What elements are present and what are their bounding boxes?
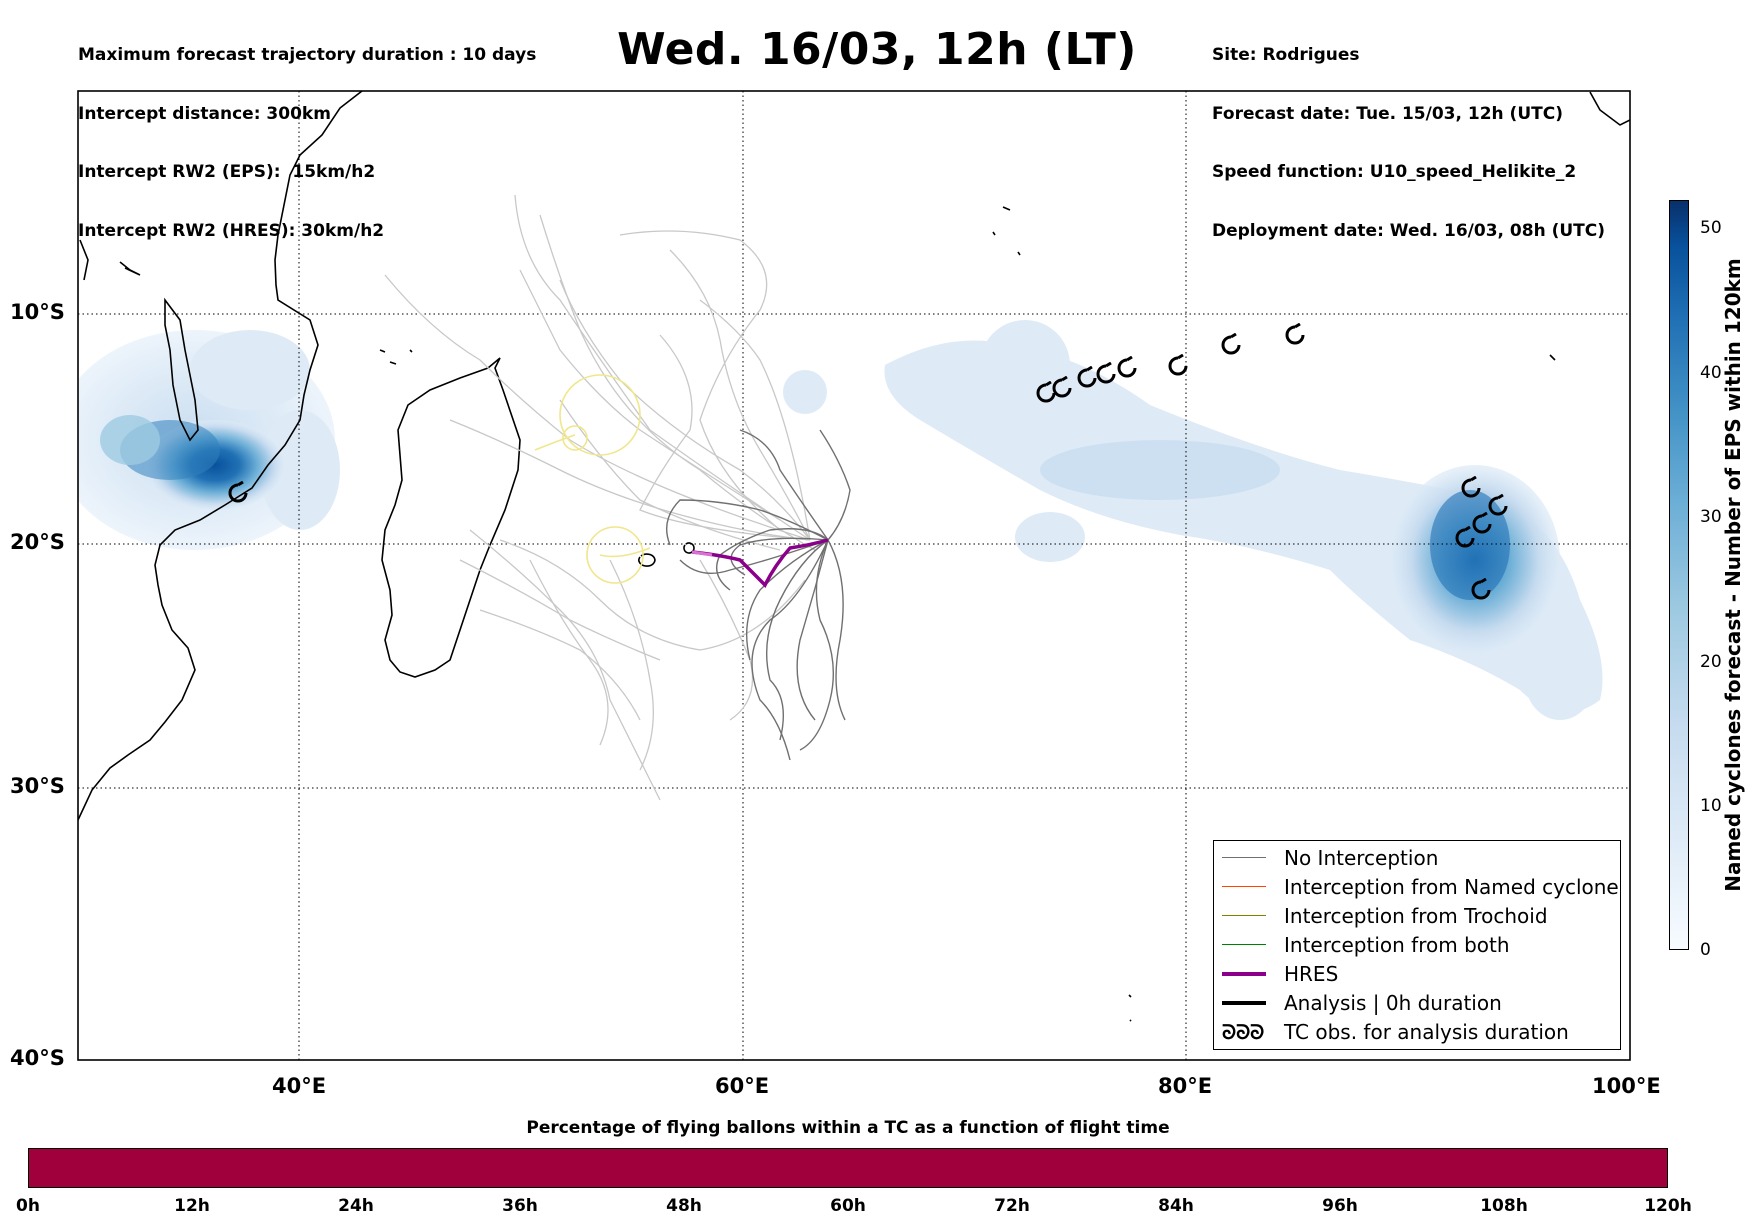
- lat-tick-30s: 30°S: [10, 774, 65, 798]
- pct-tick-48h: 48h: [666, 1196, 702, 1216]
- pct-tick-36h: 36h: [502, 1196, 538, 1216]
- lat-tick-20s: 20°S: [10, 530, 65, 554]
- pct-tick-120h: 120h: [1644, 1196, 1692, 1216]
- trajectory-duration-text: Maximum forecast trajectory duration : 1…: [78, 45, 537, 65]
- pct-tick-60h: 60h: [830, 1196, 866, 1216]
- forecast-date-text: Forecast date: Tue. 15/03, 12h (UTC): [1212, 103, 1563, 124]
- colorbar-tick-40: 40: [1700, 363, 1722, 383]
- legend-label-named-cyclone: Interception from Named cyclone: [1284, 874, 1619, 899]
- legend-item-hres: HRES: [1222, 959, 1338, 988]
- lon-tick-100e: 100°E: [1592, 1074, 1661, 1098]
- pct-tick-24h: 24h: [338, 1196, 374, 1216]
- legend-swatch-trochoid: [1222, 915, 1266, 916]
- page-title: Wed. 16/03, 12h (LT): [617, 24, 1137, 75]
- pct-tick-72h: 72h: [994, 1196, 1030, 1216]
- hres-trajectory-tail: [691, 550, 713, 557]
- colorbar: [1669, 200, 1689, 950]
- trochoid-circles: [534, 374, 651, 584]
- legend-swatch-hres: [1222, 971, 1266, 976]
- eps-density-east: [783, 320, 1603, 720]
- colorbar-tick-50: 50: [1700, 218, 1722, 238]
- eps-density-west: [78, 330, 340, 550]
- legend-swatch-both: [1222, 944, 1266, 945]
- legend-label-both: Interception from both: [1284, 932, 1510, 957]
- legend-label-analysis: Analysis | 0h duration: [1284, 990, 1502, 1015]
- no-interception-trajectories: [666, 429, 851, 761]
- legend-label-hres: HRES: [1284, 961, 1339, 986]
- colorbar-tick-0: 0: [1700, 940, 1711, 960]
- legend-label-no-interception: No Interception: [1284, 845, 1439, 870]
- lon-tick-40e: 40°E: [272, 1074, 327, 1098]
- percentage-bar: [28, 1148, 1668, 1188]
- legend-item-named-cyclone: Interception from Named cyclone: [1222, 872, 1619, 901]
- lat-tick-40s: 40°S: [10, 1046, 65, 1070]
- legend-item-no-interception: No Interception: [1222, 843, 1438, 872]
- legend-item-both: Interception from both: [1222, 930, 1510, 959]
- colorbar-title: Named cyclones forecast - Number of EPS …: [1721, 258, 1745, 892]
- colorbar-tick-10: 10: [1700, 796, 1722, 816]
- legend-swatch-analysis: [1222, 1000, 1266, 1005]
- pct-tick-84h: 84h: [1158, 1196, 1194, 1216]
- colorbar-tick-30: 30: [1700, 507, 1722, 527]
- map-legend: No Interception Interception from Named …: [1213, 840, 1621, 1050]
- intercept-rw2-hres-text: Intercept RW2 (HRES): 30km/h2: [78, 220, 385, 241]
- speed-function-text: Speed function: U10_speed_Helikite_2: [1212, 162, 1577, 182]
- cyclone-forecast-tracks: [384, 194, 816, 801]
- legend-swatch-named-cyclone: [1222, 886, 1266, 887]
- legend-item-tc-obs: ᘐᘐᘐ TC obs. for analysis duration: [1222, 1017, 1569, 1046]
- pct-tick-108h: 108h: [1480, 1196, 1528, 1216]
- coastlines: [78, 91, 1630, 1022]
- pct-tick-12h: 12h: [174, 1196, 210, 1216]
- colorbar-tick-20: 20: [1700, 652, 1722, 672]
- legend-label-trochoid: Interception from Trochoid: [1284, 903, 1548, 928]
- lon-tick-60e: 60°E: [715, 1074, 770, 1098]
- pct-tick-96h: 96h: [1322, 1196, 1358, 1216]
- deployment-date-text: Deployment date: Wed. 16/03, 08h (UTC): [1212, 220, 1606, 241]
- map-frame: [77, 90, 1631, 1061]
- intercept-rw2-eps-text: Intercept RW2 (EPS): 15km/h2: [78, 162, 376, 182]
- hres-trajectory: [691, 538, 829, 588]
- legend-label-tc-obs: TC obs. for analysis duration: [1284, 1019, 1569, 1044]
- percentage-bar-title: Percentage of flying ballons within a TC…: [526, 1118, 1170, 1138]
- legend-item-analysis: Analysis | 0h duration: [1222, 988, 1502, 1017]
- pct-tick-0h: 0h: [16, 1196, 40, 1216]
- legend-swatch-no-interception: [1222, 857, 1266, 858]
- lat-tick-10s: 10°S: [10, 300, 65, 324]
- legend-item-trochoid: Interception from Trochoid: [1222, 901, 1548, 930]
- tc-symbol-icon: ᘐᘐᘐ: [1222, 1019, 1265, 1044]
- site-text: Site: Rodrigues: [1212, 45, 1360, 65]
- header-right: Site: Rodrigues Forecast date: Tue. 15/0…: [1212, 7, 1605, 261]
- lon-tick-80e: 80°E: [1158, 1074, 1213, 1098]
